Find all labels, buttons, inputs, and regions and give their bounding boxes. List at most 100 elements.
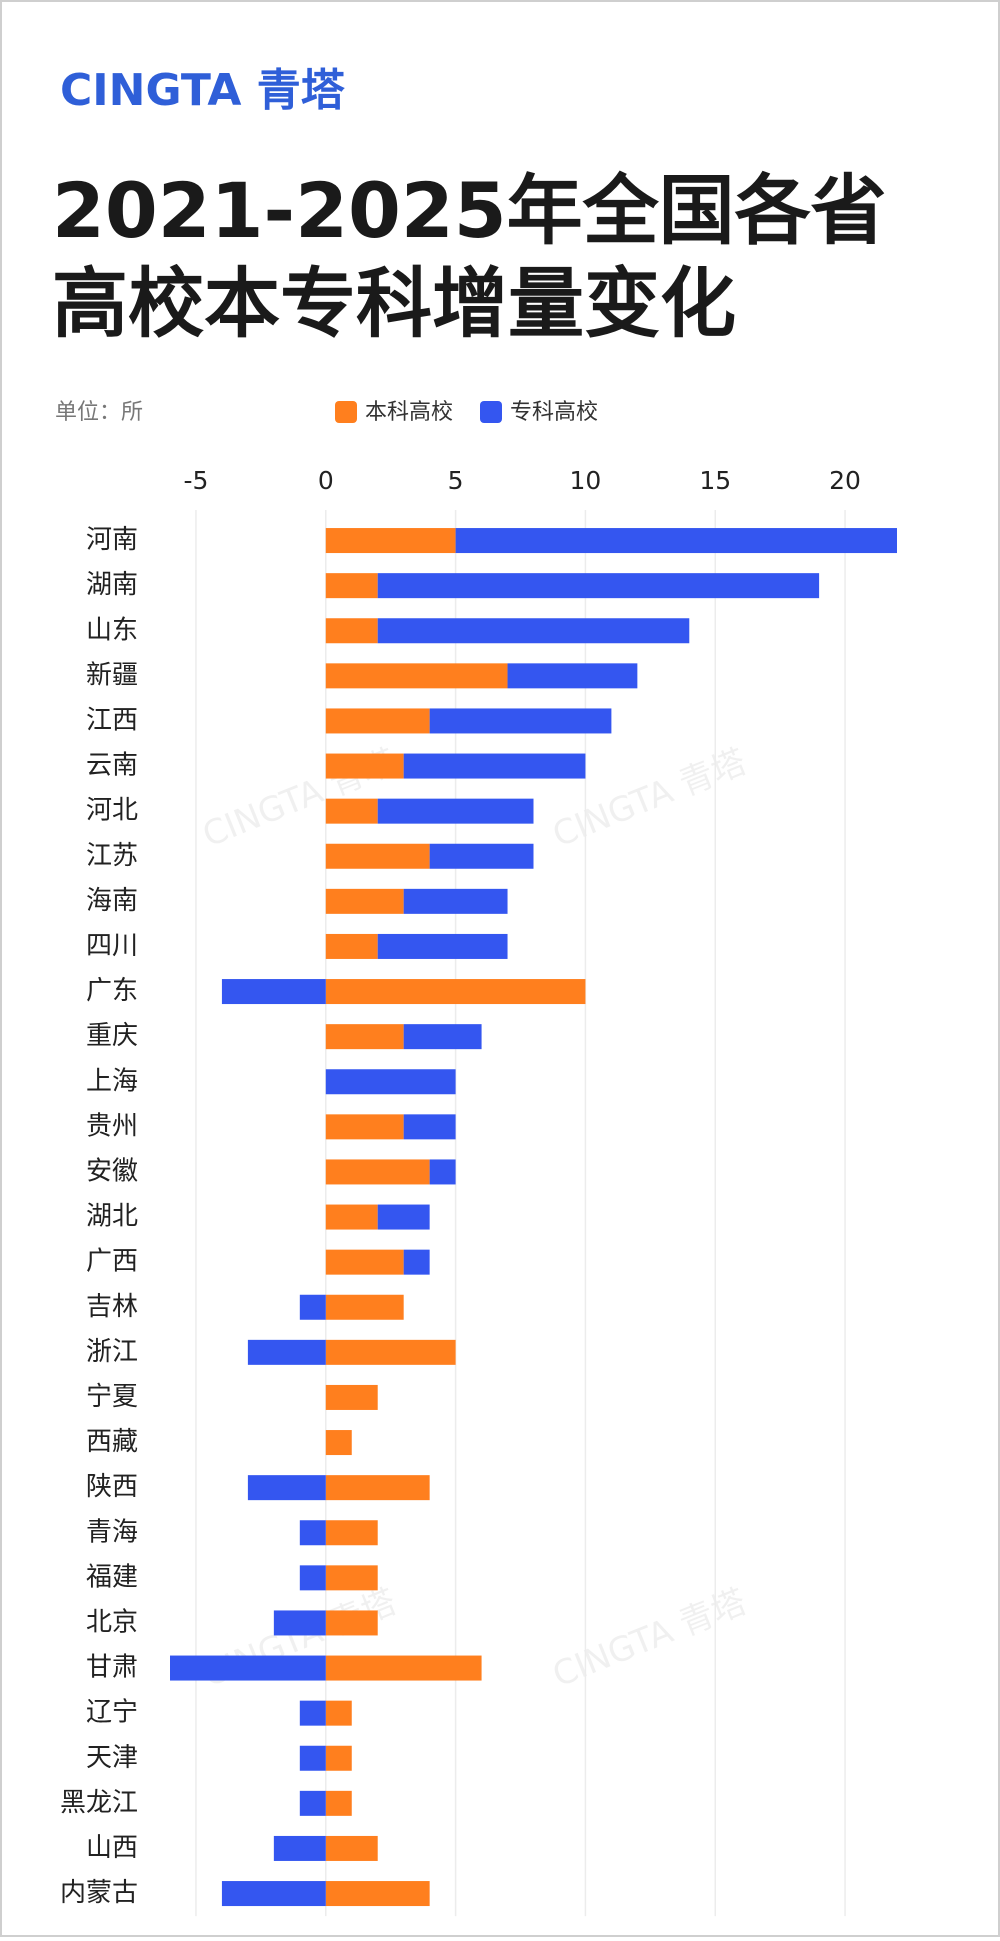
bar: [299, 1790, 326, 1816]
y-tick-label: 山东: [86, 615, 138, 645]
bar: [325, 1520, 378, 1546]
bar: [325, 618, 378, 644]
y-tick-label: 新疆: [86, 660, 138, 690]
bar: [221, 1881, 326, 1907]
y-tick-label: 江苏: [86, 841, 138, 871]
bar: [455, 528, 897, 554]
y-tick-label: 黑龙江: [60, 1788, 138, 1818]
y-tick-label: 河南: [86, 525, 138, 555]
bar: [325, 1745, 352, 1771]
bar: [403, 1114, 456, 1140]
bar: [325, 979, 586, 1005]
y-tick-label: 宁夏: [86, 1382, 138, 1412]
legend-label: 专科高校: [510, 400, 598, 425]
bar: [221, 979, 326, 1005]
bar: [403, 888, 508, 914]
legend-swatch: [335, 401, 357, 423]
x-tick-label: -5: [183, 466, 208, 495]
y-tick-label: 安徽: [86, 1156, 138, 1186]
bar: [325, 1294, 404, 1320]
bar: [377, 573, 820, 599]
y-tick-label: 内蒙古: [60, 1878, 138, 1908]
bar: [325, 933, 378, 959]
bar: [299, 1294, 326, 1320]
y-tick-label: 贵州: [86, 1111, 138, 1141]
y-tick-label: 湖南: [86, 570, 138, 600]
bar: [429, 708, 612, 734]
bar: [377, 933, 508, 959]
bar: [325, 1249, 404, 1275]
x-tick-label: 0: [318, 466, 334, 495]
x-tick-label: 15: [699, 466, 731, 495]
x-tick-label: 20: [829, 466, 861, 495]
bar: [429, 843, 534, 869]
bar: [325, 1024, 404, 1050]
y-tick-label: 福建: [86, 1562, 138, 1592]
unit-label: 单位：所: [55, 400, 143, 425]
bar: [377, 618, 690, 644]
bar: [299, 1745, 326, 1771]
y-tick-label: 甘肃: [86, 1653, 138, 1683]
bar: [325, 888, 404, 914]
bar: [325, 1159, 430, 1185]
bar: [299, 1520, 326, 1546]
bar: [325, 708, 430, 734]
y-tick-label: 山西: [86, 1833, 138, 1863]
y-tick-label: 江西: [86, 705, 138, 735]
x-tick-label: 5: [448, 466, 464, 495]
legend-swatch: [480, 401, 502, 423]
bar: [325, 663, 508, 689]
bar: [325, 573, 378, 599]
bar: [403, 753, 586, 779]
y-tick-label: 西藏: [86, 1427, 138, 1457]
legend-label: 本科高校: [365, 400, 453, 425]
y-tick-label: 辽宁: [86, 1698, 138, 1728]
y-tick-label: 上海: [86, 1066, 138, 1096]
bar: [325, 1565, 378, 1591]
bar: [325, 1881, 430, 1907]
bar: [325, 528, 456, 554]
bar: [429, 1159, 456, 1185]
bar: [273, 1835, 326, 1861]
bar: [273, 1610, 326, 1636]
bar: [325, 1610, 378, 1636]
y-tick-label: 吉林: [86, 1292, 138, 1322]
bar: [325, 843, 430, 869]
y-tick-label: 河北: [86, 796, 138, 826]
bar: [170, 1655, 326, 1681]
chart-title: 高校本专科增量变化: [52, 259, 736, 348]
x-tick-label: 10: [570, 466, 602, 495]
y-tick-label: 四川: [86, 931, 138, 961]
bar: [403, 1249, 430, 1275]
bar: [247, 1475, 326, 1501]
bar: [325, 1114, 404, 1140]
y-tick-label: 重庆: [86, 1021, 138, 1051]
chart-title: 2021-2025年全国各省: [52, 166, 887, 255]
y-tick-label: 湖北: [86, 1202, 138, 1232]
brand: CINGTA 青塔: [60, 65, 346, 116]
bar: [325, 1835, 378, 1861]
bar: [403, 1024, 482, 1050]
bar: [377, 798, 534, 824]
bar: [247, 1339, 326, 1365]
bar: [325, 798, 378, 824]
y-tick-label: 北京: [86, 1607, 138, 1637]
bar: [507, 663, 638, 689]
bar: [325, 1339, 456, 1365]
y-tick-label: 浙江: [86, 1337, 138, 1367]
bar: [325, 1655, 482, 1681]
bar: [325, 1384, 378, 1410]
bar: [325, 1430, 352, 1456]
bar: [325, 1204, 378, 1230]
y-tick-label: 天津: [86, 1743, 138, 1773]
bar: [325, 1475, 430, 1501]
y-tick-label: 云南: [86, 751, 138, 781]
bar: [325, 1069, 456, 1095]
bar: [377, 1204, 430, 1230]
y-tick-label: 广东: [86, 976, 138, 1006]
bar: [299, 1565, 326, 1591]
y-tick-label: 广西: [86, 1247, 138, 1277]
bar: [325, 753, 404, 779]
